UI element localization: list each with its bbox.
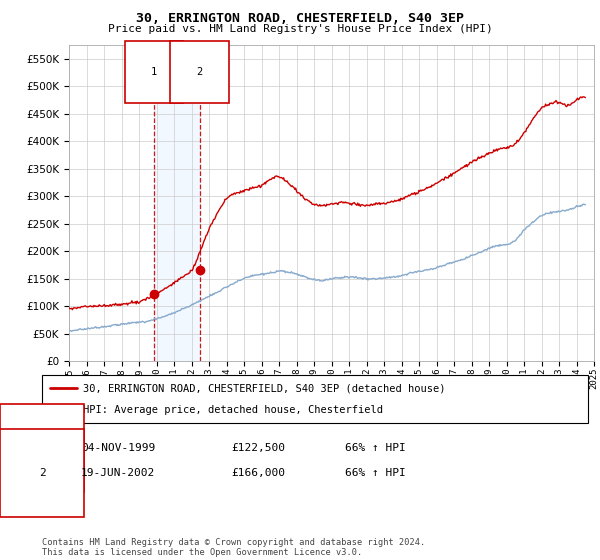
Text: 19-JUN-2002: 19-JUN-2002	[81, 468, 155, 478]
Text: £166,000: £166,000	[231, 468, 285, 478]
Bar	[154, 45, 200, 361]
Text: 30, ERRINGTON ROAD, CHESTERFIELD, S40 3EP (detached house): 30, ERRINGTON ROAD, CHESTERFIELD, S40 3E…	[83, 383, 445, 393]
Text: £122,500: £122,500	[231, 443, 285, 453]
Text: 2: 2	[38, 468, 46, 478]
Text: 04-NOV-1999: 04-NOV-1999	[81, 443, 155, 453]
Text: Contains HM Land Registry data © Crown copyright and database right 2024.
This d: Contains HM Land Registry data © Crown c…	[42, 538, 425, 557]
Text: Price paid vs. HM Land Registry's House Price Index (HPI): Price paid vs. HM Land Registry's House …	[107, 24, 493, 34]
Text: 66% ↑ HPI: 66% ↑ HPI	[345, 443, 406, 453]
Text: 1: 1	[151, 67, 157, 77]
FancyBboxPatch shape	[42, 375, 588, 423]
Text: 2: 2	[196, 67, 203, 77]
Text: HPI: Average price, detached house, Chesterfield: HPI: Average price, detached house, Ches…	[83, 405, 383, 415]
Text: 66% ↑ HPI: 66% ↑ HPI	[345, 468, 406, 478]
Text: 30, ERRINGTON ROAD, CHESTERFIELD, S40 3EP: 30, ERRINGTON ROAD, CHESTERFIELD, S40 3E…	[136, 12, 464, 25]
Text: 1: 1	[38, 443, 46, 453]
